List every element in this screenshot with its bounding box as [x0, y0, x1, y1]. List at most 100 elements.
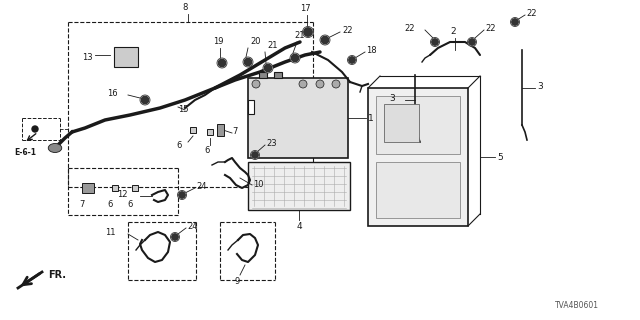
- Circle shape: [467, 37, 477, 46]
- Circle shape: [291, 54, 298, 61]
- Circle shape: [431, 37, 440, 46]
- Text: 11: 11: [106, 228, 116, 236]
- Circle shape: [250, 150, 259, 159]
- Circle shape: [140, 95, 150, 105]
- Circle shape: [252, 152, 258, 158]
- Circle shape: [304, 28, 312, 36]
- Circle shape: [172, 234, 178, 240]
- Circle shape: [321, 36, 328, 44]
- FancyBboxPatch shape: [248, 100, 254, 114]
- Text: 24: 24: [196, 181, 207, 190]
- Text: 12: 12: [118, 189, 128, 198]
- Text: 3: 3: [389, 93, 395, 102]
- FancyBboxPatch shape: [114, 47, 138, 67]
- Text: 13: 13: [82, 53, 93, 62]
- FancyBboxPatch shape: [274, 72, 282, 78]
- FancyBboxPatch shape: [217, 124, 224, 136]
- Circle shape: [179, 192, 185, 198]
- Text: 22: 22: [485, 23, 495, 33]
- Text: 2: 2: [450, 27, 456, 36]
- Text: 6: 6: [127, 200, 132, 209]
- Text: 21: 21: [267, 41, 278, 50]
- FancyBboxPatch shape: [207, 129, 213, 135]
- Circle shape: [244, 59, 252, 66]
- Circle shape: [252, 80, 260, 88]
- Circle shape: [263, 63, 273, 73]
- Circle shape: [243, 57, 253, 67]
- Text: 20: 20: [250, 37, 260, 46]
- Circle shape: [349, 57, 355, 63]
- FancyBboxPatch shape: [132, 185, 138, 191]
- Circle shape: [512, 19, 518, 25]
- Text: 3: 3: [537, 82, 543, 91]
- Text: 22: 22: [342, 26, 353, 35]
- Circle shape: [512, 19, 518, 25]
- Text: 6: 6: [108, 200, 113, 209]
- Text: B-13-1: B-13-1: [272, 105, 305, 114]
- Text: 19: 19: [212, 37, 223, 46]
- Circle shape: [432, 39, 438, 45]
- Circle shape: [32, 126, 38, 132]
- Circle shape: [332, 80, 340, 88]
- Circle shape: [141, 97, 148, 103]
- Circle shape: [218, 60, 225, 67]
- Text: 10: 10: [253, 180, 264, 188]
- Text: 22: 22: [404, 23, 415, 33]
- Text: 6: 6: [204, 146, 210, 155]
- Text: 9: 9: [234, 277, 239, 286]
- Circle shape: [179, 192, 185, 198]
- Text: 6: 6: [177, 141, 182, 150]
- Circle shape: [264, 65, 271, 71]
- Text: E-6-1: E-6-1: [14, 148, 36, 157]
- FancyBboxPatch shape: [376, 96, 460, 154]
- Circle shape: [348, 55, 356, 65]
- Circle shape: [511, 18, 520, 27]
- Text: FR.: FR.: [48, 270, 66, 280]
- Ellipse shape: [48, 143, 61, 153]
- Text: 7: 7: [79, 200, 84, 209]
- Text: 22: 22: [526, 9, 536, 18]
- Text: 21: 21: [294, 31, 305, 40]
- Text: 5: 5: [497, 153, 503, 162]
- Circle shape: [349, 57, 355, 63]
- FancyBboxPatch shape: [248, 78, 348, 158]
- Text: 7: 7: [232, 126, 237, 135]
- Circle shape: [141, 97, 148, 103]
- Circle shape: [299, 80, 307, 88]
- FancyBboxPatch shape: [190, 127, 196, 133]
- FancyBboxPatch shape: [376, 162, 460, 218]
- Circle shape: [290, 53, 300, 63]
- Text: 24: 24: [187, 221, 198, 230]
- Circle shape: [177, 190, 186, 199]
- FancyBboxPatch shape: [368, 88, 468, 226]
- Circle shape: [316, 80, 324, 88]
- Circle shape: [432, 39, 438, 45]
- Circle shape: [244, 59, 252, 66]
- Circle shape: [170, 233, 179, 242]
- Circle shape: [469, 39, 475, 45]
- Circle shape: [303, 27, 314, 37]
- Text: 16: 16: [108, 89, 118, 98]
- FancyBboxPatch shape: [384, 104, 419, 142]
- Text: 8: 8: [182, 3, 188, 12]
- Circle shape: [172, 234, 178, 240]
- Circle shape: [469, 39, 475, 45]
- FancyBboxPatch shape: [82, 183, 94, 193]
- Circle shape: [264, 65, 271, 71]
- Circle shape: [291, 54, 298, 61]
- Text: 15: 15: [178, 105, 189, 114]
- Circle shape: [217, 58, 227, 68]
- FancyBboxPatch shape: [248, 162, 350, 210]
- Text: 17: 17: [300, 4, 310, 13]
- Circle shape: [321, 36, 328, 44]
- Text: 1: 1: [368, 114, 374, 123]
- Circle shape: [304, 28, 312, 36]
- Circle shape: [252, 152, 258, 158]
- Circle shape: [320, 35, 330, 45]
- Text: TVA4B0601: TVA4B0601: [555, 301, 599, 310]
- Text: 23: 23: [266, 139, 276, 148]
- FancyBboxPatch shape: [112, 185, 118, 191]
- Text: 18: 18: [366, 45, 376, 54]
- Circle shape: [218, 60, 225, 67]
- Text: 14: 14: [305, 92, 315, 100]
